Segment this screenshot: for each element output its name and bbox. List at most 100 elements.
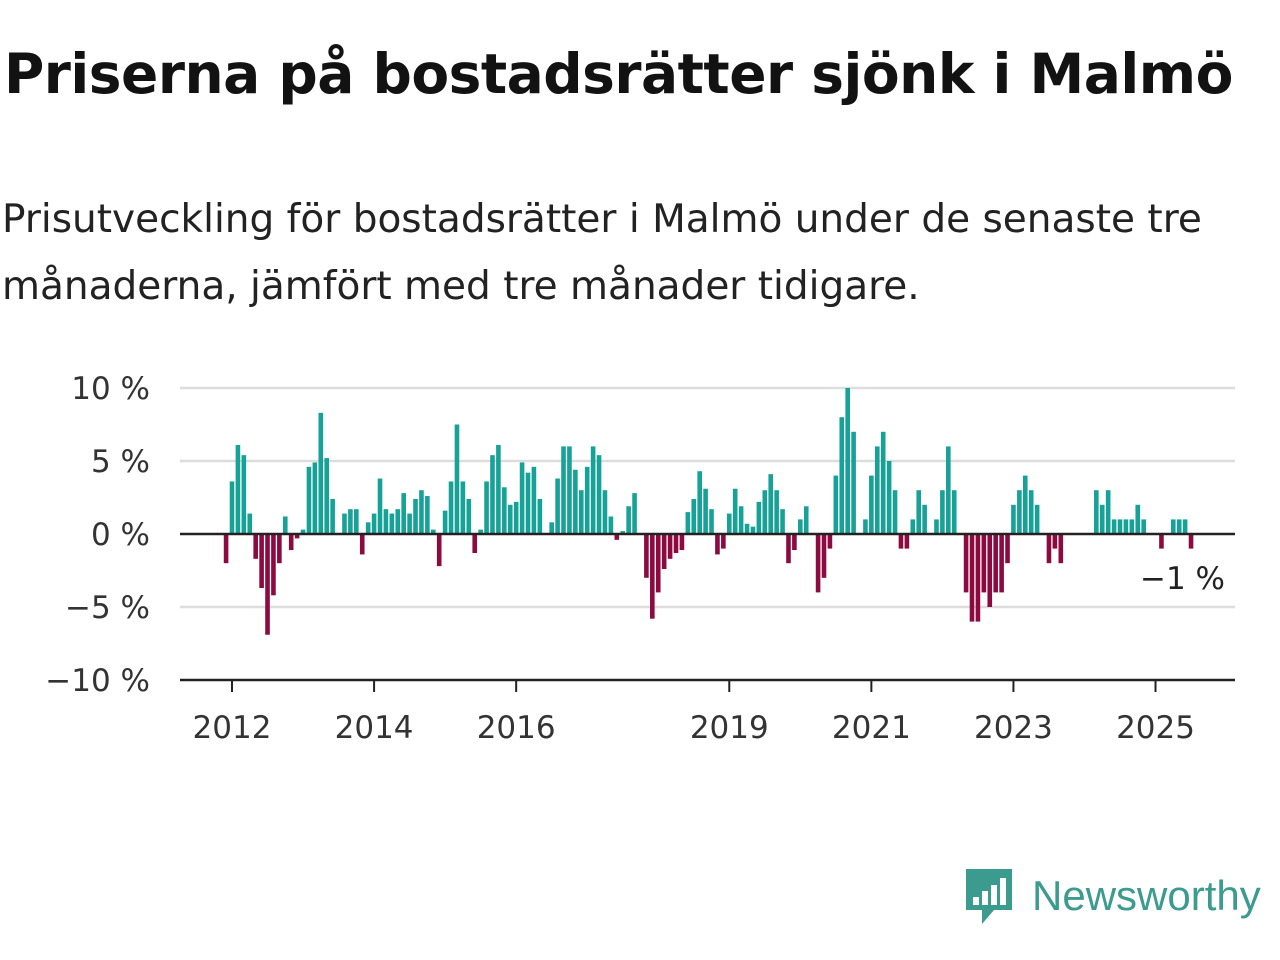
chart-title: Priserna på bostadsrätter sjönk i Malmö (4, 42, 1233, 106)
axes: 10 % 5 % 0 % −5 % −10 % 2012 2014 2016 2019 2021 2… (45, 371, 1235, 746)
bar (614, 534, 620, 540)
bar (1117, 519, 1123, 534)
bar (401, 493, 406, 534)
bar (419, 490, 424, 534)
bar (1111, 519, 1117, 534)
bar (1017, 490, 1022, 534)
bar (223, 534, 229, 564)
bar (922, 504, 927, 534)
bar (904, 534, 910, 549)
bar (1105, 490, 1111, 534)
bar (644, 534, 649, 578)
bar (259, 534, 264, 589)
bar (502, 487, 507, 534)
bar (981, 534, 987, 593)
bar (383, 509, 389, 534)
bar (738, 506, 744, 534)
bar (685, 512, 691, 534)
bar (573, 469, 578, 534)
bar (691, 498, 697, 534)
bar (934, 519, 939, 534)
bar (596, 455, 602, 534)
bar (774, 490, 779, 534)
bar (798, 519, 803, 534)
chart-subtitle: Prisutveckling för bostadsrätter i Malmö… (2, 197, 1202, 309)
bar (709, 509, 714, 534)
latest-value-label: −1 % (1140, 561, 1225, 597)
bar (584, 466, 590, 534)
x-tick-label: 2023 (974, 710, 1053, 746)
bar (1011, 504, 1016, 534)
bar (241, 455, 247, 534)
bar (1135, 504, 1141, 534)
brand-logo: Newsworthy (964, 866, 1261, 926)
bar (732, 488, 738, 534)
bar (821, 534, 827, 578)
bar (792, 534, 797, 551)
bar (1099, 504, 1105, 534)
bar (1182, 519, 1188, 534)
bar (1022, 475, 1028, 534)
bar (448, 481, 454, 534)
y-tick-label: −5 % (65, 590, 150, 626)
bar (1028, 490, 1034, 534)
bar (359, 534, 365, 555)
bar (839, 417, 845, 534)
bar (1176, 519, 1182, 534)
bar (880, 431, 886, 534)
bar-chart: 10 % 5 % 0 % −5 % −10 % 2012 2014 2016 2019 2021 2… (45, 371, 1235, 746)
bar (300, 529, 306, 534)
bar (969, 534, 975, 622)
bar (324, 458, 330, 534)
bar (519, 462, 525, 534)
bar (496, 444, 501, 534)
bar (371, 513, 377, 534)
bars (223, 388, 1194, 635)
bar (768, 474, 774, 534)
bar (993, 534, 998, 593)
bar (306, 466, 312, 534)
bar (490, 455, 495, 534)
bar (863, 519, 868, 534)
x-tick-label: 2014 (335, 710, 414, 746)
bar (602, 490, 608, 534)
bar (1058, 534, 1064, 564)
bar (567, 446, 572, 534)
bar (365, 522, 371, 534)
bar (833, 475, 839, 534)
bar (815, 534, 821, 593)
bar (650, 534, 655, 619)
bar (721, 534, 726, 549)
bar (413, 498, 418, 534)
bar (1129, 519, 1135, 534)
bar (531, 466, 537, 534)
bar (294, 534, 300, 539)
bar (803, 506, 809, 534)
bar (780, 509, 785, 534)
bar (312, 462, 318, 534)
bar (348, 509, 353, 534)
bar (425, 496, 430, 534)
bar (975, 534, 981, 622)
y-tick-label: 10 % (71, 371, 150, 407)
bar (869, 475, 874, 534)
bar (282, 516, 288, 534)
bar (851, 431, 856, 534)
bar (715, 534, 720, 555)
bar (1159, 534, 1164, 549)
bar (626, 506, 631, 534)
bar (436, 534, 442, 567)
x-tick-label: 2016 (477, 710, 556, 746)
bar (632, 493, 637, 534)
bar (288, 534, 294, 551)
bar (963, 534, 969, 593)
bar (271, 534, 276, 596)
bar (525, 472, 531, 534)
bar (1123, 519, 1129, 534)
bar (762, 490, 768, 534)
bar (561, 446, 566, 534)
y-tick-label: 0 % (91, 517, 150, 553)
bar (886, 461, 892, 534)
bar (377, 478, 383, 534)
bar (1052, 534, 1058, 549)
